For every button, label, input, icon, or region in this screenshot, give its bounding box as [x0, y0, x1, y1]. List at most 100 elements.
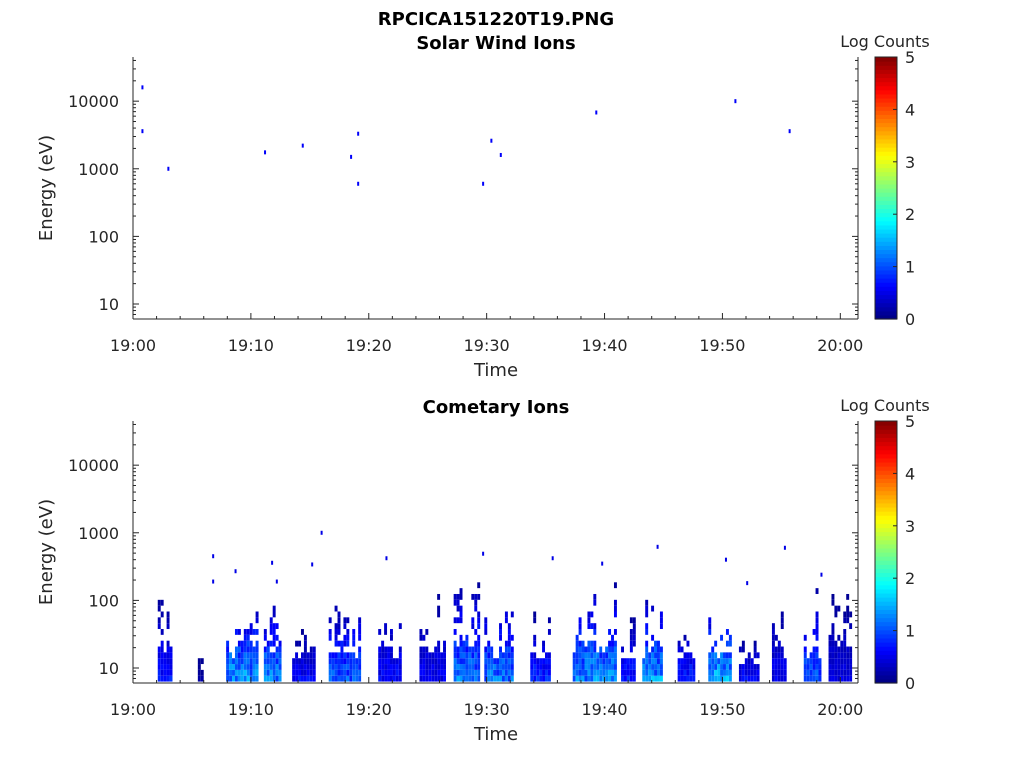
count-cell — [328, 617, 332, 624]
count-cell — [828, 675, 832, 682]
colorbar-tick-label: 2 — [905, 569, 915, 588]
x-tick-label: 19:00 — [110, 336, 156, 355]
count-cell — [343, 664, 347, 670]
count-cell — [298, 658, 301, 665]
count-cell — [300, 658, 304, 665]
burst-7 — [419, 593, 446, 682]
count-cell — [659, 669, 663, 676]
count-cell — [605, 675, 609, 682]
count-cell — [714, 675, 718, 682]
count-cell — [384, 623, 388, 630]
colorbar-segment — [875, 265, 897, 271]
count-cell — [828, 640, 832, 647]
count-cell — [328, 669, 332, 676]
count-cell — [303, 652, 307, 659]
count-cell — [780, 669, 784, 676]
count-cell — [831, 629, 835, 635]
count-cell — [278, 664, 282, 670]
count-cell — [340, 664, 344, 670]
count-cell — [443, 675, 446, 682]
colorbar-segment — [875, 482, 897, 488]
count-cell — [581, 664, 585, 670]
count-cell — [166, 675, 170, 682]
count-cell — [741, 646, 745, 653]
count-cell — [608, 669, 612, 676]
count-cell — [575, 664, 579, 670]
count-cell — [608, 664, 612, 670]
cometary-colorbar-label: Log Counts — [840, 396, 930, 415]
colorbar-segment — [875, 666, 897, 672]
count-cell — [815, 611, 819, 618]
count-cell — [381, 652, 385, 659]
colorbar-segment — [875, 625, 897, 631]
count-cell — [783, 669, 787, 676]
colorbar-segment — [875, 89, 897, 95]
data-point — [482, 551, 485, 556]
count-cell — [738, 664, 742, 670]
count-cell — [490, 652, 494, 659]
count-cell — [334, 629, 338, 635]
count-cell — [840, 646, 844, 653]
count-cell — [623, 675, 627, 682]
count-cell — [593, 629, 597, 635]
count-cell — [659, 664, 663, 670]
count-cell — [246, 652, 250, 659]
count-cell — [547, 629, 551, 635]
count-cell — [166, 652, 170, 659]
count-cell — [459, 652, 463, 659]
count-cell — [340, 675, 344, 682]
count-cell — [440, 675, 444, 682]
count-cell — [246, 640, 250, 647]
colorbar-segment — [875, 490, 897, 496]
count-cell — [611, 669, 614, 676]
count-cell — [395, 658, 399, 665]
colorbar-segment — [875, 159, 897, 165]
count-cell — [530, 652, 534, 659]
count-cell — [686, 675, 690, 682]
count-cell — [459, 617, 463, 624]
colorbar-segment — [875, 560, 897, 565]
count-cell — [229, 669, 233, 676]
count-cell — [309, 664, 313, 670]
count-cell — [831, 623, 835, 630]
count-cell — [599, 669, 603, 676]
data-point — [385, 556, 388, 561]
count-cell — [725, 629, 729, 635]
y-tick-label: 10000 — [68, 456, 119, 475]
count-cell — [651, 646, 655, 653]
count-cell — [493, 669, 497, 676]
count-cell — [547, 617, 551, 624]
count-cell — [837, 658, 841, 665]
count-cell — [584, 652, 588, 659]
count-cell — [654, 652, 658, 659]
y-tick-label: 100 — [88, 227, 119, 246]
count-cell — [331, 658, 335, 665]
count-cell — [157, 617, 161, 624]
count-cell — [303, 658, 307, 665]
count-cell — [849, 675, 853, 682]
count-cell — [419, 629, 423, 635]
colorbar-segment — [875, 609, 897, 615]
count-cell — [632, 623, 636, 630]
count-cell — [398, 623, 402, 630]
count-cell — [753, 669, 757, 676]
count-cell — [278, 652, 282, 659]
count-cell — [232, 675, 235, 682]
count-cell — [602, 675, 606, 682]
count-cell — [533, 669, 537, 676]
count-cell — [343, 669, 347, 676]
count-cell — [659, 611, 663, 618]
burst-13 — [642, 599, 663, 682]
count-cell — [358, 646, 362, 653]
count-cell — [834, 652, 838, 659]
count-cell — [629, 658, 633, 665]
count-cell — [477, 593, 481, 600]
count-cell — [334, 664, 338, 670]
count-cell — [243, 675, 247, 682]
count-cell — [352, 658, 356, 665]
count-cell — [507, 669, 511, 676]
count-cell — [584, 664, 588, 670]
count-cell — [771, 640, 775, 647]
count-cell — [422, 658, 426, 665]
count-cell — [756, 664, 760, 670]
